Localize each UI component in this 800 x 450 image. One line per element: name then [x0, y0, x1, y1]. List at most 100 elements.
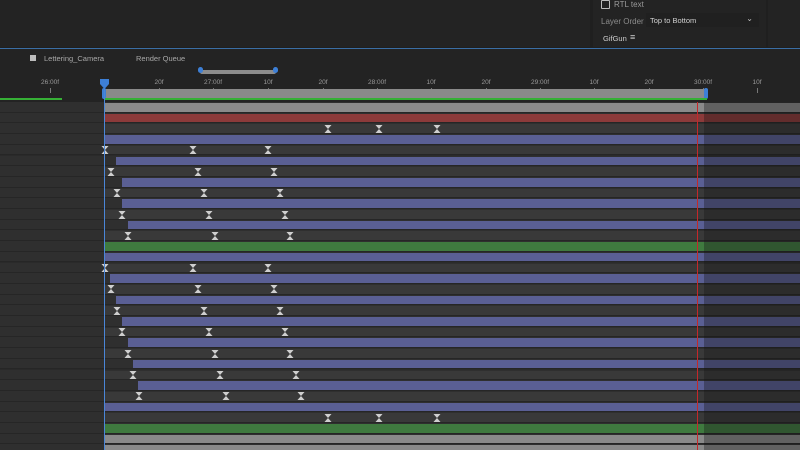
keyframe-icon[interactable]	[113, 189, 121, 198]
rtl-text-checkbox[interactable]	[601, 0, 610, 9]
layer-duration-bar[interactable]	[128, 338, 800, 348]
layer-duration-bar[interactable]	[138, 381, 800, 390]
ruler-tick-label: 10f	[589, 79, 599, 86]
playhead-line[interactable]	[104, 79, 105, 450]
layer-duration-bar[interactable]	[104, 113, 800, 123]
keyframe-icon[interactable]	[118, 210, 126, 219]
keyframe-icon[interactable]	[113, 306, 121, 315]
keyframe-icon[interactable]	[129, 371, 137, 379]
layer-duration-bar[interactable]	[110, 274, 800, 283]
layer-duration-bar[interactable]	[104, 135, 800, 144]
property-track	[104, 145, 800, 155]
gifgun-panel-header: GifGun ≡	[593, 30, 766, 47]
layer-duration-bar[interactable]	[104, 445, 800, 450]
keyframe-icon[interactable]	[324, 124, 332, 133]
tab-lettering-camera[interactable]: Lettering_Camera	[44, 54, 105, 63]
keyframe-icon[interactable]	[205, 328, 213, 337]
layer-order-label: Layer Order	[601, 17, 644, 26]
keyframe-icon[interactable]	[200, 189, 208, 198]
ruler-tick-label: 10f	[752, 79, 762, 86]
composition-viewer-panel	[0, 0, 590, 47]
time-navigator-bar[interactable]	[198, 67, 278, 74]
keyframe-icon[interactable]	[107, 285, 115, 294]
keyframe-icon[interactable]	[276, 189, 284, 198]
keyframe-icon[interactable]	[189, 146, 197, 155]
keyframe-icon[interactable]	[433, 124, 441, 133]
ruler-tick-label: 10f	[426, 79, 436, 86]
ruler-tick-mark	[757, 88, 758, 93]
layer-duration-bar[interactable]	[116, 295, 800, 305]
keyframe-icon[interactable]	[211, 231, 219, 240]
keyframe-icon[interactable]	[118, 328, 126, 337]
keyframe-icon[interactable]	[324, 413, 332, 422]
keyframe-icon[interactable]	[222, 392, 230, 401]
work-area-end-handle[interactable]	[704, 88, 708, 99]
layer-duration-bar[interactable]	[104, 424, 800, 433]
rtl-text-option[interactable]: RTL text	[601, 0, 644, 10]
keyframe-icon[interactable]	[264, 146, 272, 155]
work-area-bar[interactable]	[104, 89, 707, 98]
keyframe-icon[interactable]	[124, 231, 132, 240]
keyframe-icon[interactable]	[124, 349, 132, 358]
keyframe-icon[interactable]	[276, 306, 284, 315]
ruler-tick-label: 27:00f	[203, 79, 223, 86]
time-navigator-end-handle[interactable]	[273, 67, 278, 73]
composition-color-swatch-icon	[30, 55, 36, 61]
keyframe-icon[interactable]	[281, 328, 289, 337]
layer-duration-bar[interactable]	[116, 156, 800, 166]
ruler-tick-label: 30:00f	[693, 79, 713, 86]
ruler-tick-label: 29:00f	[530, 79, 550, 86]
keyframe-icon[interactable]	[375, 413, 383, 422]
property-track	[104, 327, 800, 337]
keyframe-icon[interactable]	[200, 306, 208, 315]
timeline-tab-bar: Lettering_Camera Render Queue	[0, 49, 800, 72]
property-track	[104, 231, 800, 241]
keyframe-icon[interactable]	[264, 264, 272, 272]
work-area-render-indicator	[104, 98, 707, 100]
layer-duration-bar[interactable]	[104, 434, 800, 444]
ruler-tick-label: 26:00f	[40, 79, 60, 86]
playhead-handle-icon[interactable]	[100, 79, 109, 89]
hamburger-menu-icon[interactable]: ≡	[630, 32, 636, 42]
property-track	[104, 391, 800, 401]
keyframe-icon[interactable]	[194, 285, 202, 294]
keyframe-icon[interactable]	[189, 264, 197, 272]
keyframe-icon[interactable]	[101, 146, 109, 155]
layer-duration-bar[interactable]	[128, 220, 800, 230]
time-navigator-start-handle[interactable]	[198, 67, 203, 73]
property-track	[104, 188, 800, 198]
keyframe-icon[interactable]	[281, 210, 289, 219]
keyframe-icon[interactable]	[216, 371, 224, 379]
keyframe-icon[interactable]	[194, 167, 202, 176]
tab-render-queue[interactable]: Render Queue	[136, 54, 186, 63]
layer-duration-bar[interactable]	[104, 402, 800, 412]
keyframe-icon[interactable]	[286, 231, 294, 240]
timeline-tracks[interactable]	[0, 102, 800, 450]
keyframe-icon[interactable]	[135, 392, 143, 401]
layer-order-value: Top to Bottom	[650, 16, 697, 25]
layer-duration-bar[interactable]	[104, 103, 800, 112]
keyframe-icon[interactable]	[433, 413, 441, 422]
keyframe-icon[interactable]	[107, 167, 115, 176]
layer-duration-bar[interactable]	[104, 252, 800, 262]
work-area-indicator-left	[0, 98, 62, 100]
layer-duration-bar[interactable]	[122, 177, 800, 187]
keyframe-icon[interactable]	[211, 349, 219, 358]
composition-end-marker	[697, 102, 698, 450]
keyframe-icon[interactable]	[297, 392, 305, 401]
top-panel-area: RTL text Layer Order Top to Bottom ⌄ Gif…	[0, 0, 800, 49]
keyframe-icon[interactable]	[270, 285, 278, 294]
layer-duration-bar[interactable]	[122, 199, 800, 208]
time-ruler[interactable]: 26:00f 20f 27:00f 10f 20f 28:00f 10f 20f 29:00f 1…	[0, 67, 800, 102]
layer-duration-bar[interactable]	[133, 359, 800, 369]
property-track	[104, 284, 800, 294]
keyframe-icon[interactable]	[270, 167, 278, 176]
keyframe-icon[interactable]	[286, 349, 294, 358]
keyframe-icon[interactable]	[205, 210, 213, 219]
layer-duration-bar[interactable]	[104, 242, 800, 251]
keyframe-icon[interactable]	[292, 371, 300, 379]
layer-duration-bar[interactable]	[122, 317, 800, 326]
keyframe-icon[interactable]	[375, 124, 383, 133]
layer-order-dropdown[interactable]: Top to Bottom ⌄	[646, 13, 759, 27]
keyframe-icon[interactable]	[101, 264, 109, 272]
